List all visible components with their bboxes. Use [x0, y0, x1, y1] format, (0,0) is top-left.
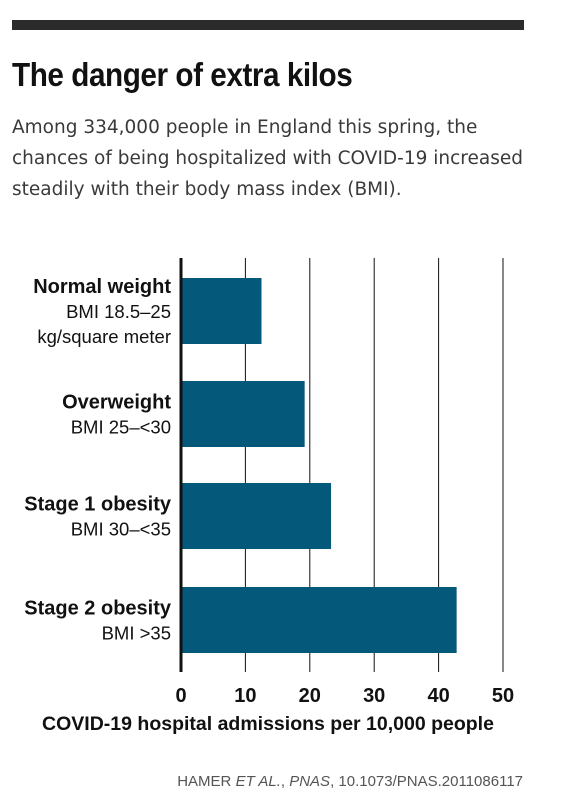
category-label: Normal weight [33, 276, 171, 298]
source-credit: HAMER ET AL., PNAS, 10.1073/PNAS.2011086… [177, 773, 523, 790]
category-detail: kg/square meter [37, 326, 171, 347]
bar-3 [181, 483, 332, 549]
x-tick-label: 10 [234, 685, 256, 707]
category-detail: BMI >35 [102, 623, 171, 644]
bar-chart: Normal weight BMI 18.5–25 kg/square meter O… [24, 258, 514, 735]
x-tick-label: 50 [492, 685, 514, 707]
bar-1 [181, 278, 262, 344]
category-detail: BMI 18.5–25 [66, 301, 171, 322]
x-tick-label: 40 [427, 685, 449, 707]
bar-2 [181, 381, 305, 447]
chart-title: The danger of extra kilos [12, 56, 353, 93]
category-label: Stage 2 obesity [24, 598, 172, 620]
category-detail: BMI 25–<30 [71, 417, 171, 438]
bar-4 [181, 587, 457, 653]
x-tick-label: 30 [363, 685, 385, 707]
x-axis-label: COVID-19 hospital admissions per 10,000 … [42, 713, 494, 735]
header-rule [12, 20, 524, 30]
category-label: Stage 1 obesity [24, 494, 172, 516]
chart-subtitle: Among 334,000 people in England this spr… [12, 117, 523, 200]
x-tick-label: 20 [299, 685, 321, 707]
category-label: Overweight [62, 392, 171, 414]
x-tick-label: 0 [175, 685, 186, 707]
category-detail: BMI 30–<35 [71, 519, 171, 540]
